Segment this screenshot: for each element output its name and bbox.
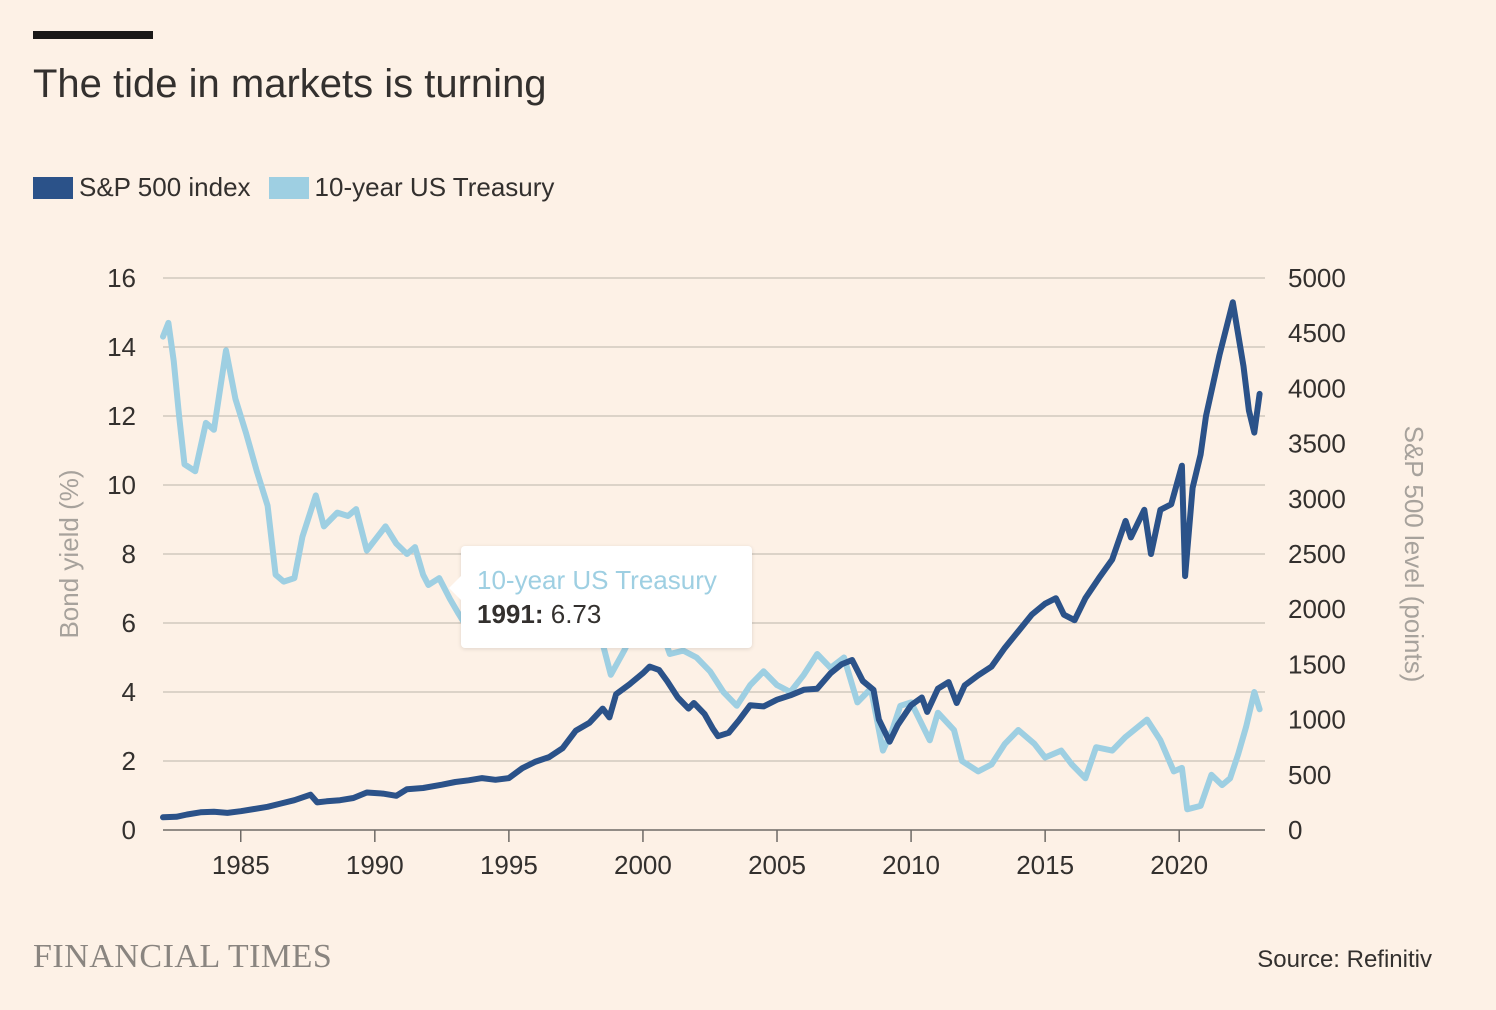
legend-item-sp500[interactable]: S&P 500 index <box>33 172 251 203</box>
x-tick-label: 2000 <box>614 850 672 880</box>
x-tick-label: 2015 <box>1016 850 1074 880</box>
left-tick-label: 2 <box>122 746 136 776</box>
legend-swatch-sp500 <box>33 176 73 199</box>
left-tick-label: 8 <box>122 539 136 569</box>
right-tick-label: 3500 <box>1288 429 1346 459</box>
right-tick-label: 4500 <box>1288 318 1346 348</box>
right-tick-label: 5000 <box>1288 263 1346 293</box>
ft-logo[interactable]: FINANCIAL TIMES <box>33 938 333 975</box>
left-tick-label: 14 <box>107 332 136 362</box>
right-axis-ticks: 0 500 1000 1500 2000 2500 3000 3500 4000 4500 5000 <box>1288 263 1346 845</box>
legend-item-treasury[interactable]: 10-year US Treasury <box>268 172 555 203</box>
right-tick-label: 2500 <box>1288 539 1346 569</box>
tooltip: 10-year US Treasury 1991: 6.73 <box>449 546 752 648</box>
chart-title: The tide in markets is turning <box>33 62 547 106</box>
x-axis-ticks: 1985 1990 1995 2000 2005 2010 2015 2020 <box>212 830 1208 880</box>
x-tick-label: 2020 <box>1150 850 1208 880</box>
tooltip-year: 1991: <box>477 599 544 629</box>
right-tick-label: 1500 <box>1288 649 1346 679</box>
left-axis-ticks: 0 2 4 6 8 10 12 14 16 <box>107 263 136 845</box>
x-tick-label: 1990 <box>346 850 404 880</box>
legend-label-sp500: S&P 500 index <box>79 172 251 202</box>
tooltip-value-row: 1991: 6.73 <box>477 596 736 632</box>
right-tick-label: 500 <box>1288 760 1331 790</box>
left-tick-label: 16 <box>107 263 136 293</box>
left-tick-label: 4 <box>122 677 136 707</box>
x-tick-label: 2005 <box>748 850 806 880</box>
x-tick-label: 1985 <box>212 850 270 880</box>
right-tick-label: 4000 <box>1288 373 1346 403</box>
legend-label-treasury: 10-year US Treasury <box>314 172 555 202</box>
x-tick-label: 2010 <box>882 850 940 880</box>
left-axis-label: Bond yield (%) <box>54 469 84 638</box>
accent-bar <box>33 31 153 39</box>
right-tick-label: 0 <box>1288 815 1302 845</box>
legend-swatch-treasury <box>268 176 309 199</box>
source-note: Source: Refinitiv <box>1257 946 1432 973</box>
tooltip-series: 10-year US Treasury <box>477 565 717 595</box>
x-tick-label: 1995 <box>480 850 538 880</box>
left-tick-label: 10 <box>107 470 136 500</box>
sp500-line <box>160 299 1263 821</box>
left-tick-label: 6 <box>122 608 136 638</box>
right-axis-label: S&P 500 level (points) <box>1399 426 1429 683</box>
left-tick-label: 12 <box>107 401 136 431</box>
right-tick-label: 3000 <box>1288 484 1346 514</box>
legend: S&P 500 index 10-year US Treasury <box>33 172 572 203</box>
tooltip-value: 6.73 <box>550 599 602 629</box>
left-tick-label: 0 <box>122 815 136 845</box>
gridlines <box>163 277 1265 831</box>
right-tick-label: 2000 <box>1288 594 1346 624</box>
right-tick-label: 1000 <box>1288 705 1346 735</box>
